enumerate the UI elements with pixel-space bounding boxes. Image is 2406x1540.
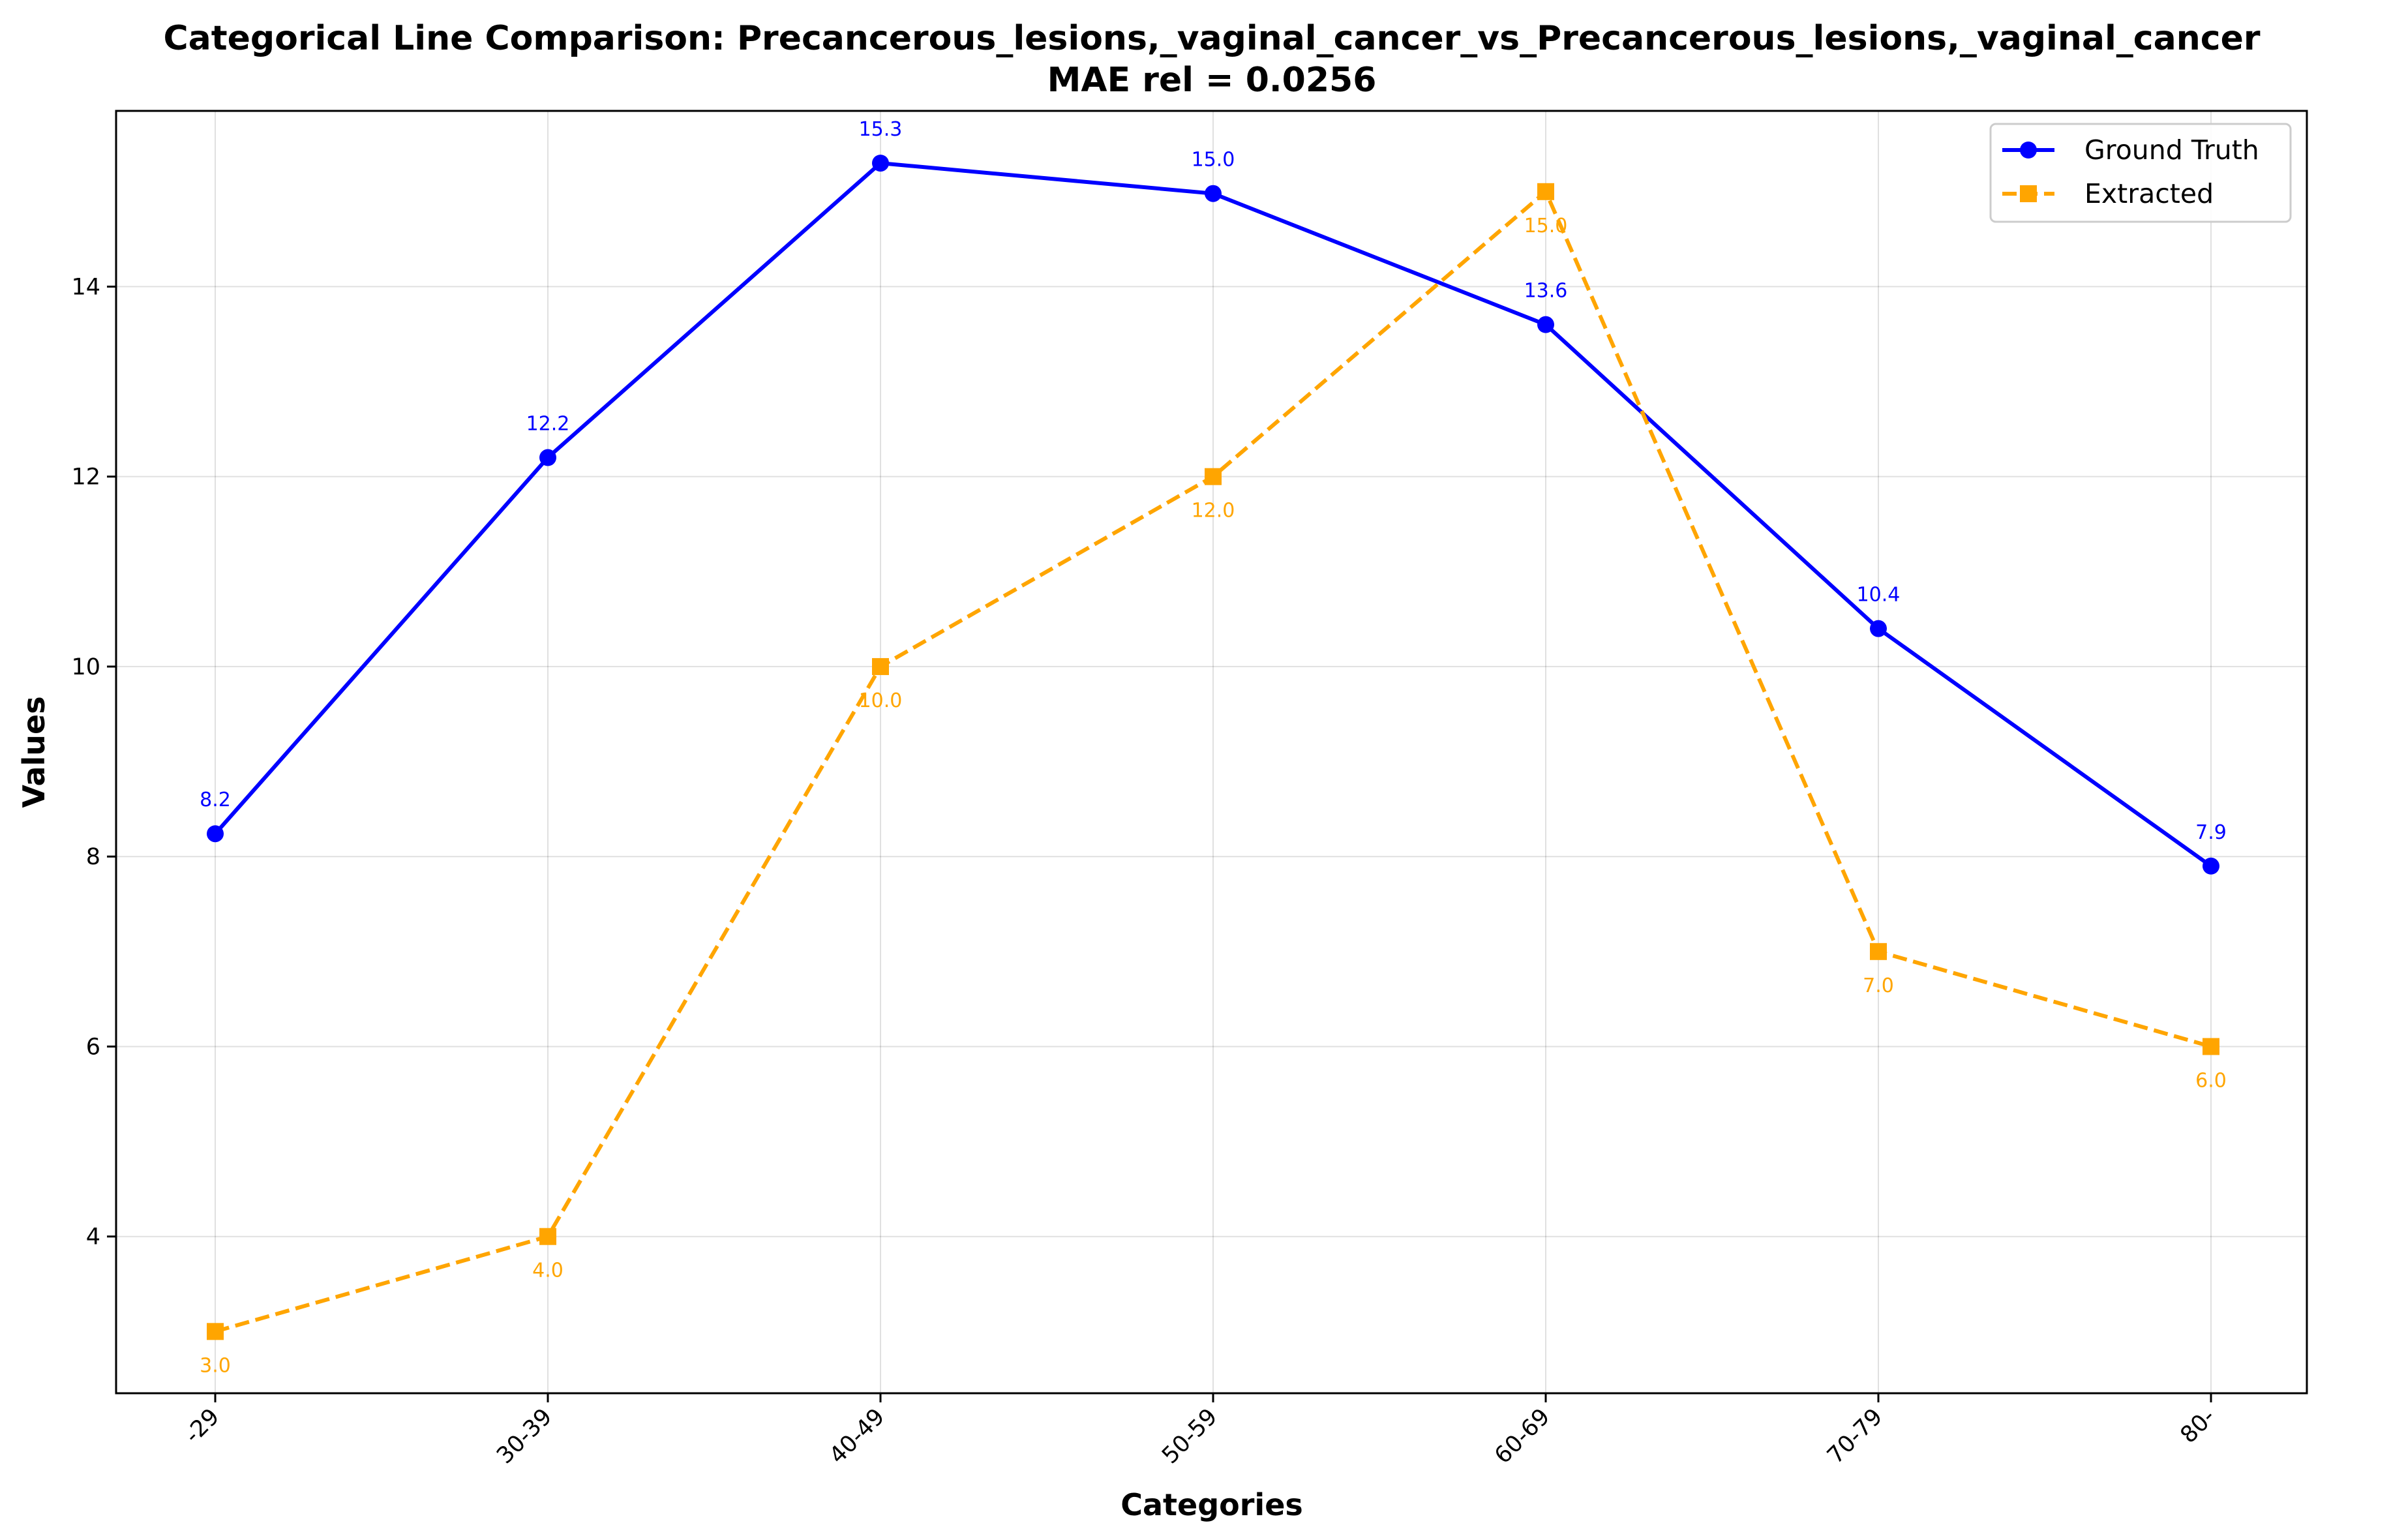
ground-truth-point xyxy=(1205,185,1222,202)
x-axis-label: Categories xyxy=(1120,1487,1303,1522)
plot-frame xyxy=(115,110,2308,1395)
ground-truth-point xyxy=(1537,316,1554,333)
extracted-point xyxy=(1205,468,1222,485)
series-markers xyxy=(207,155,2219,1340)
y-tick-label: 4 xyxy=(86,1224,100,1250)
legend-extracted-marker xyxy=(2020,185,2037,202)
ground-truth-data-label: 7.9 xyxy=(2195,821,2227,844)
ground-truth-data-label: 12.2 xyxy=(526,413,570,436)
extracted-data-label: 15.0 xyxy=(1524,215,1568,237)
legend-box xyxy=(1989,123,2292,223)
ground-truth-data-label: 8.2 xyxy=(200,789,231,811)
y-tick-label: 6 xyxy=(86,1034,100,1060)
y-tick-label: 8 xyxy=(86,844,100,870)
ground-truth-data-label: 15.0 xyxy=(1192,149,1235,172)
y-tick-label: 10 xyxy=(71,654,100,680)
legend-ground-truth-label: Ground Truth xyxy=(2084,134,2259,166)
ground-truth-data-label: 15.3 xyxy=(859,118,903,141)
ground-truth-data-label: 13.6 xyxy=(1524,280,1568,303)
extracted-point xyxy=(1870,943,1887,960)
legend-ground-truth-marker xyxy=(2020,142,2037,159)
legend-extracted-label: Extracted xyxy=(2084,178,2214,209)
extracted-data-label: 10.0 xyxy=(859,689,903,712)
extracted-point xyxy=(539,1228,556,1245)
extracted-data-label: 12.0 xyxy=(1192,500,1235,522)
extracted-point xyxy=(2203,1038,2219,1055)
extracted-data-label: 3.0 xyxy=(200,1354,231,1377)
chart-subtitle: MAE rel = 0.0256 xyxy=(1047,61,1377,100)
extracted-data-label: 7.0 xyxy=(1863,974,1894,997)
chart-title: Categorical Line Comparison: Precancerou… xyxy=(164,19,2261,58)
ground-truth-point xyxy=(2203,857,2219,875)
extracted-data-label: 4.0 xyxy=(532,1260,564,1282)
ground-truth-point xyxy=(872,155,889,172)
extracted-point xyxy=(872,657,889,675)
data-labels: 8.2 12.2 15.3 15.0 13.6 10.4 7.9 3.0 4.0 10.0 12.0… xyxy=(200,118,2227,1377)
y-axis-label: Values xyxy=(16,696,52,808)
extracted-point xyxy=(207,1323,224,1340)
ground-truth-point xyxy=(539,449,556,466)
extracted-point xyxy=(1537,183,1554,200)
legend: Ground Truth Extracted xyxy=(1989,123,2292,223)
ground-truth-point xyxy=(1870,620,1887,637)
y-tick-label: 12 xyxy=(71,464,100,491)
ground-truth-data-label: 10.4 xyxy=(1857,584,1901,607)
extracted-data-label: 6.0 xyxy=(2195,1069,2227,1092)
grid xyxy=(116,111,2307,1393)
ground-truth-point xyxy=(207,825,224,843)
y-tick-label: 14 xyxy=(71,274,100,300)
y-axis-ticks: 4 6 8 10 12 14 xyxy=(71,274,116,1250)
